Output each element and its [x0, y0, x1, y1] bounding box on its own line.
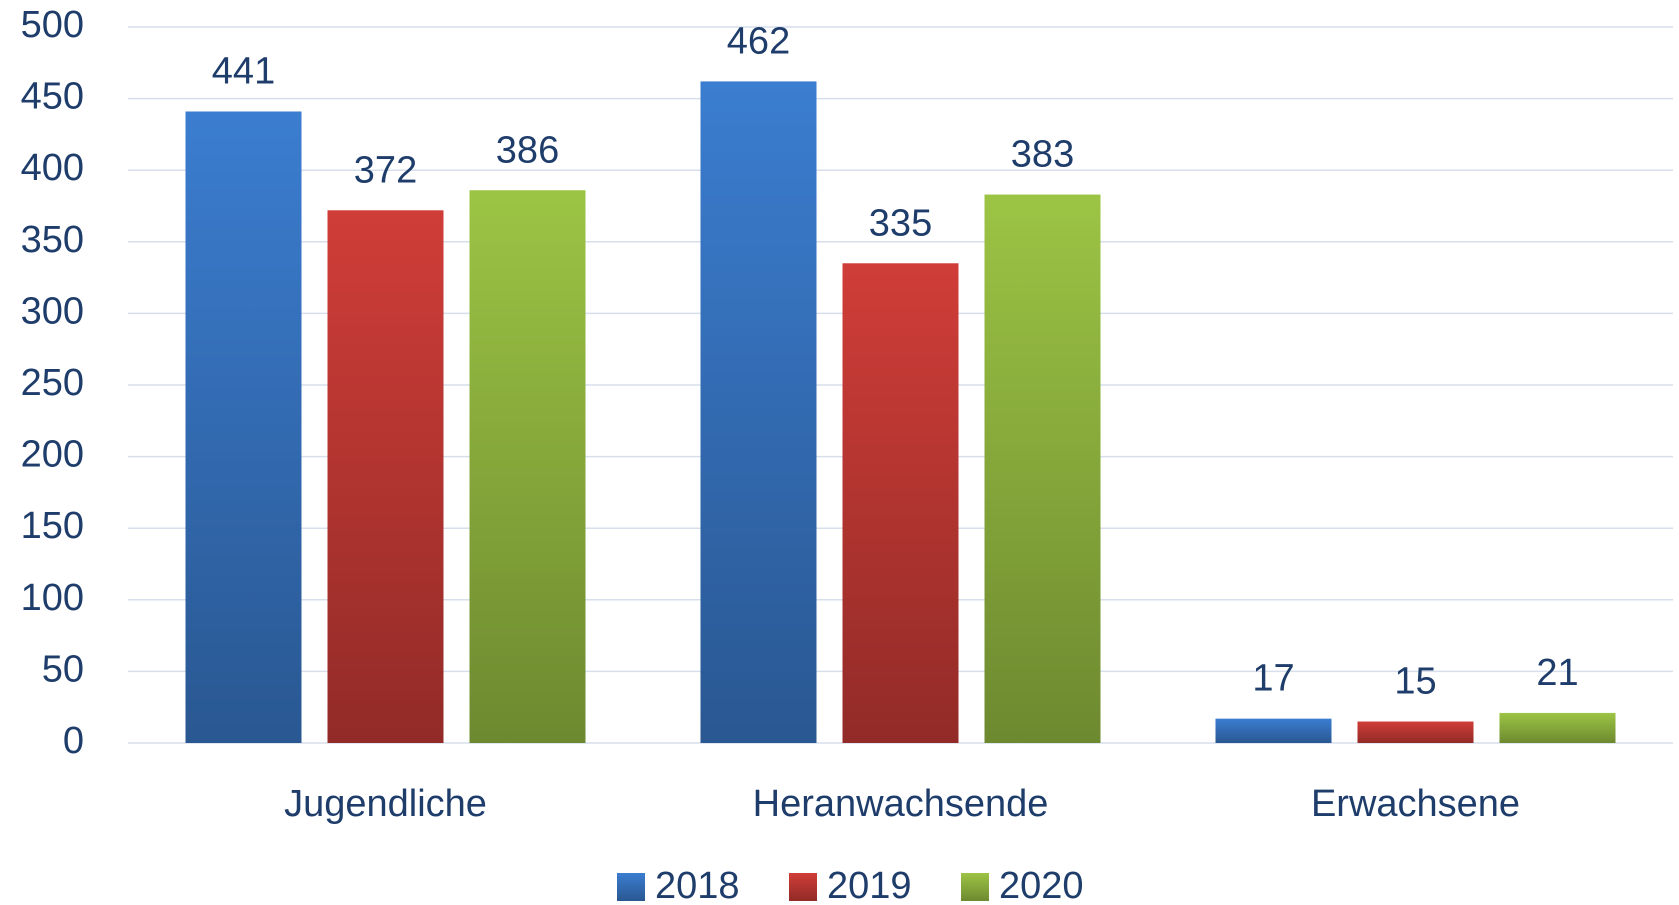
bar-shade: [469, 190, 586, 744]
value-label: 335: [869, 202, 932, 244]
bar-shade: [1357, 721, 1474, 743]
y-tick-label: 0: [63, 720, 84, 762]
y-tick-label: 250: [21, 362, 84, 404]
value-label: 441: [212, 51, 275, 93]
y-tick-label: 400: [21, 147, 84, 189]
bar-shade: [700, 81, 817, 743]
value-label: 21: [1536, 652, 1578, 694]
y-tick-label: 150: [21, 505, 84, 547]
legend-label: 2018: [655, 865, 740, 905]
bar-shade: [185, 111, 302, 744]
y-tick-label: 500: [21, 4, 84, 46]
x-tick-label: Heranwachsende: [753, 783, 1049, 825]
value-label: 383: [1011, 134, 1074, 176]
y-tick-label: 50: [42, 648, 84, 690]
legend-label: 2019: [827, 865, 912, 905]
value-label: 17: [1252, 658, 1294, 700]
y-tick-label: 100: [21, 577, 84, 619]
bar-shade: [1215, 718, 1332, 743]
legend-swatch-shade: [789, 873, 817, 901]
y-tick-label: 200: [21, 434, 84, 476]
bar-shade: [842, 263, 959, 743]
legend-swatch-shade: [617, 873, 645, 901]
bar-shade: [1499, 712, 1616, 743]
y-tick-label: 300: [21, 290, 84, 332]
y-tick-label: 350: [21, 219, 84, 261]
value-label: 462: [727, 20, 790, 62]
legend-label: 2020: [999, 865, 1084, 905]
value-label: 15: [1394, 661, 1436, 703]
bar-shade: [984, 194, 1101, 743]
x-tick-label: Erwachsene: [1311, 783, 1520, 825]
bar-shade: [327, 210, 444, 743]
y-tick-label: 450: [21, 76, 84, 118]
value-label: 386: [496, 129, 559, 171]
legend-swatch-shade: [961, 873, 989, 901]
x-tick-label: Jugendliche: [284, 783, 487, 825]
value-label: 372: [354, 149, 417, 191]
